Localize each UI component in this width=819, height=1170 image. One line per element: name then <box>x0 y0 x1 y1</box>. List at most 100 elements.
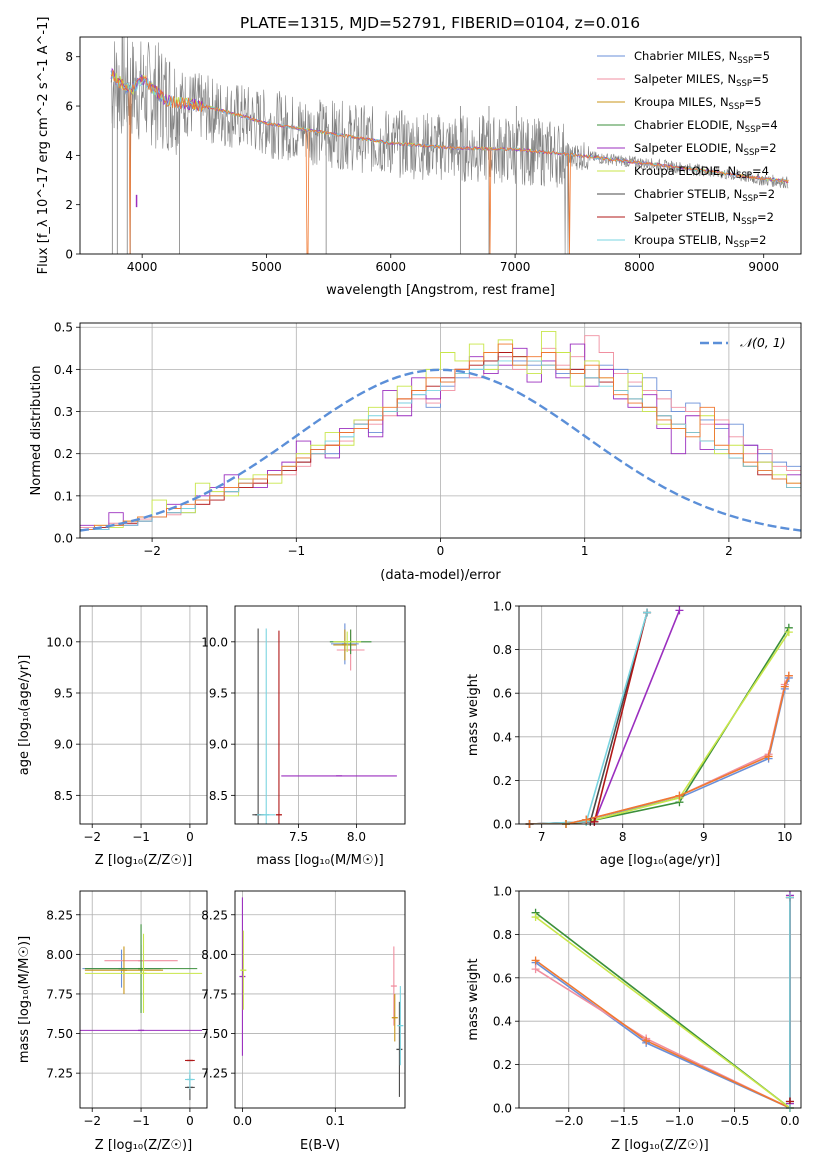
y-tick-label: 8.25 <box>201 908 228 922</box>
y-tick-label: 8.5 <box>54 789 73 803</box>
plus-marker <box>531 956 540 965</box>
y-tick-label: 0.4 <box>493 730 512 744</box>
y-tick-label: 8.00 <box>201 948 228 962</box>
plot-area <box>80 330 801 538</box>
x-tick-label: 4000 <box>127 260 158 274</box>
x-axis-label: age [log₁₀(age/yr)] <box>600 853 721 868</box>
plot-area <box>535 895 791 1108</box>
x-tick-label: 7000 <box>500 260 531 274</box>
y-tick-label: 9.5 <box>54 686 73 700</box>
y-axis-label: age [log₁₀(age/yr)] <box>17 655 32 776</box>
plus-marker <box>582 815 591 824</box>
y-tick-label: 0.2 <box>54 447 73 461</box>
y-tick-label: 0.0 <box>54 532 73 546</box>
plus-marker <box>642 1036 651 1045</box>
legend-label: Chabrier MILES, NSSP=5 <box>634 49 770 66</box>
plus-marker <box>531 913 540 922</box>
histogram-panel: −2 −1 0 1 2 0.0 0.1 0.2 0.3 0.4 0.5 (data-model)/er… <box>29 321 802 583</box>
y-tick-label: 0 <box>65 248 73 262</box>
y-tick-label: 0.6 <box>493 687 512 701</box>
x-tick-label: −1.5 <box>609 1114 638 1128</box>
y-tick-label: 1.0 <box>493 885 512 899</box>
x-tick-label: 8.0 <box>347 830 366 844</box>
axes-frame <box>518 605 802 825</box>
y-axis-label: mass weight <box>466 958 481 1040</box>
y-tick-label: 8.5 <box>209 789 228 803</box>
x-tick-label: −1 <box>287 544 305 558</box>
plus-marker <box>764 752 773 761</box>
y-tick-label: 10.0 <box>201 635 228 649</box>
x-tick-label: 7.5 <box>289 830 308 844</box>
cumulative-age-panel: 7 8 9 10 0.0 0.2 0.4 0.6 0.8 1.0 age [log₁₀(age/yr… <box>466 600 802 868</box>
y-tick-label: 0.0 <box>493 818 512 832</box>
y-axis-label: Normed distribution <box>29 366 44 496</box>
legend-label: Salpeter ELODIE, NSSP=2 <box>634 141 777 158</box>
x-tick-label: 0.0 <box>780 1114 799 1128</box>
y-tick-label: 10.0 <box>46 635 73 649</box>
x-axis-label: Z [log₁₀(Z/Z☉)] <box>95 853 192 868</box>
plus-marker <box>675 791 684 800</box>
age-vs-Z-panel: −2 −1 0 8.5 9.0 9.5 10.0 Z [log₁₀(Z/Z☉)] age [lo… <box>17 605 208 868</box>
x-tick-label: 0 <box>186 1114 194 1128</box>
x-tick-label: 0 <box>437 544 445 558</box>
legend-label: Chabrier STELIB, NSSP=2 <box>634 187 775 204</box>
plot-area <box>252 623 397 824</box>
x-axis-label: Z [log₁₀(Z/Z☉)] <box>95 1138 192 1153</box>
y-axis-label: mass weight <box>466 674 481 756</box>
y-tick-label: 1.0 <box>493 600 512 614</box>
cumulative-line <box>529 612 648 824</box>
legend-label: Kroupa STELIB, NSSP=2 <box>634 233 766 250</box>
cumulative-line <box>529 627 790 824</box>
plus-marker <box>643 608 652 617</box>
y-tick-label: 9.0 <box>209 738 228 752</box>
x-tick-label: 8 <box>619 830 627 844</box>
legend-label: 𝒩(0, 1) <box>740 335 786 350</box>
legend-label: Salpeter MILES, NSSP=5 <box>634 72 769 89</box>
x-axis-label: wavelength [Angstrom, rest frame] <box>326 283 555 298</box>
y-tick-label: 7.50 <box>201 1027 228 1041</box>
axes-frame <box>234 605 406 825</box>
spectrum-panel: 4000 5000 6000 7000 8000 9000 0 2 4 6 8 wavelength … <box>36 17 802 298</box>
y-tick-label: 7.25 <box>46 1067 73 1081</box>
x-tick-label: 10 <box>777 830 792 844</box>
y-tick-label: 7.25 <box>201 1067 228 1081</box>
x-axis-label: Z [log₁₀(Z/Z☉)] <box>611 1138 708 1153</box>
axes-frame <box>234 890 406 1109</box>
x-tick-label: 0.1 <box>326 1114 345 1128</box>
plot-area <box>80 924 203 1101</box>
x-tick-label: 1 <box>581 544 589 558</box>
cumulative-line <box>529 612 648 824</box>
legend-label: Salpeter STELIB, NSSP=2 <box>634 210 774 227</box>
x-axis-label: mass [log₁₀(M/M☉)] <box>256 853 383 868</box>
y-tick-label: 0.2 <box>493 1058 512 1072</box>
legend-label: Kroupa MILES, NSSP=5 <box>634 95 761 112</box>
histogram-step-line <box>80 343 801 538</box>
x-tick-label: −1.0 <box>665 1114 694 1128</box>
x-tick-label: 9 <box>700 830 708 844</box>
x-tick-label: −2.0 <box>554 1114 583 1128</box>
y-tick-label: 7.75 <box>201 987 228 1001</box>
cumulative-Z-panel: −2.0 −1.5 −1.0 −0.5 0.0 0.0 0.2 0.4 0.6 0.8 1.0 Z [… <box>466 885 802 1153</box>
y-tick-label: 7.50 <box>46 1027 73 1041</box>
x-tick-label: −1 <box>132 830 150 844</box>
histogram-step-line <box>80 352 801 538</box>
axes-frame <box>79 605 208 825</box>
x-tick-label: −2 <box>143 544 161 558</box>
y-tick-label: 0.5 <box>54 321 73 335</box>
x-tick-label: −0.5 <box>720 1114 749 1128</box>
cumulative-line <box>535 916 791 1108</box>
x-tick-label: 9000 <box>748 260 779 274</box>
cumulative-line <box>529 612 648 824</box>
y-tick-label: 0.0 <box>493 1102 512 1116</box>
x-tick-label: 0 <box>186 830 194 844</box>
cumulative-line <box>535 959 791 1108</box>
cumulative-line <box>529 677 790 824</box>
legend-label: Kroupa ELODIE, NSSP=4 <box>634 164 769 181</box>
plot-area <box>239 897 404 1097</box>
y-tick-label: 4 <box>65 149 73 163</box>
plus-marker <box>784 671 793 680</box>
plus-marker <box>780 682 789 691</box>
axes-frame <box>79 890 208 1109</box>
y-tick-label: 0.1 <box>54 489 73 503</box>
y-tick-label: 0.4 <box>54 363 73 377</box>
